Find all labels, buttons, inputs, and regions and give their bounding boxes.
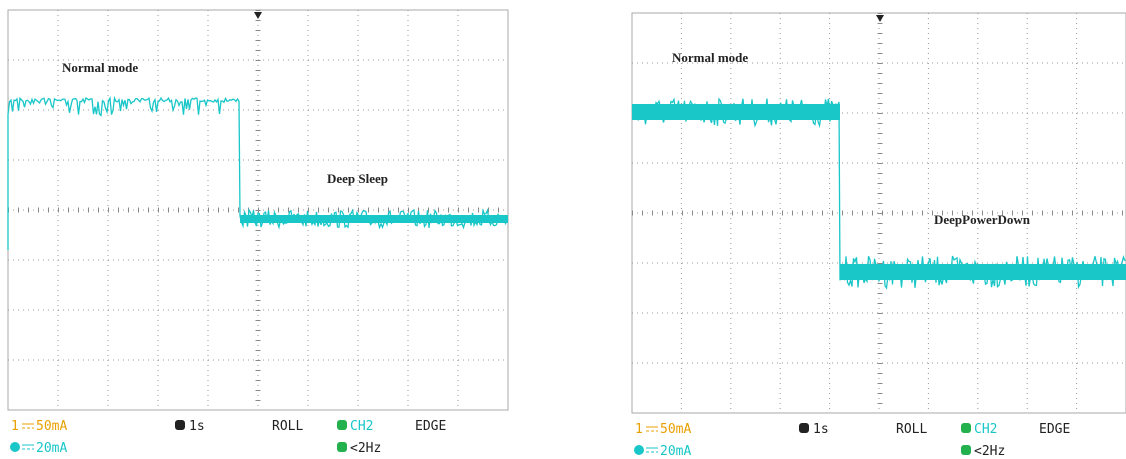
ch2-scale: 20mA bbox=[660, 444, 691, 459]
trigger-icon bbox=[961, 445, 971, 455]
trigger-marker bbox=[876, 15, 884, 22]
annotation: DeepPowerDown bbox=[934, 212, 1031, 227]
waveform-band bbox=[240, 215, 508, 223]
dc-symbol bbox=[646, 448, 658, 452]
scope-panel: Normal mode DeepPowerDown bbox=[632, 13, 1126, 413]
ch2-scale: 20mA bbox=[36, 441, 67, 456]
ch2-icon bbox=[634, 445, 644, 455]
ch1-scale: 50mA bbox=[36, 419, 67, 434]
trigger-type: EDGE bbox=[415, 419, 446, 434]
trigger-freq: <2Hz bbox=[974, 444, 1005, 459]
waveform-band bbox=[840, 264, 1126, 280]
mode: ROLL bbox=[272, 419, 303, 434]
trigger-icon bbox=[337, 442, 347, 452]
annotation: Deep Sleep bbox=[327, 171, 388, 186]
annotation: Normal mode bbox=[672, 50, 748, 65]
mode: ROLL bbox=[896, 422, 927, 437]
dc-symbol bbox=[646, 427, 658, 431]
ch2-icon bbox=[10, 442, 20, 452]
trigger-source: CH2 bbox=[350, 419, 373, 434]
ch1-number: 1 bbox=[635, 422, 643, 437]
trigger-type: EDGE bbox=[1039, 422, 1070, 437]
trigger-marker bbox=[254, 12, 262, 19]
trigger-icon bbox=[337, 420, 347, 430]
timebase-icon bbox=[799, 423, 809, 433]
dc-symbol bbox=[22, 424, 34, 428]
scope-panel: Normal mode Deep Sleep bbox=[8, 10, 508, 410]
ch1-number: 1 bbox=[11, 419, 19, 434]
timebase: 1s bbox=[189, 419, 205, 434]
trigger-icon bbox=[961, 423, 971, 433]
waveform-band bbox=[632, 104, 840, 120]
trigger-freq: <2Hz bbox=[350, 441, 381, 456]
ch1-scale: 50mA bbox=[660, 422, 691, 437]
trigger-source: CH2 bbox=[974, 422, 997, 437]
screenshot: Normal mode Deep Sleep 1 50mA 20mA 1s ROLL CH2 E… bbox=[0, 0, 1126, 459]
dc-symbol bbox=[22, 445, 34, 449]
status-bar: 1 50mA 20mA 1s ROLL CH2 EDGE <2Hz bbox=[10, 419, 446, 456]
annotation: Normal mode bbox=[62, 60, 138, 75]
timebase: 1s bbox=[813, 422, 829, 437]
timebase-icon bbox=[175, 420, 185, 430]
status-bar: 1 50mA 20mA 1s ROLL CH2 EDGE <2Hz bbox=[634, 422, 1070, 459]
